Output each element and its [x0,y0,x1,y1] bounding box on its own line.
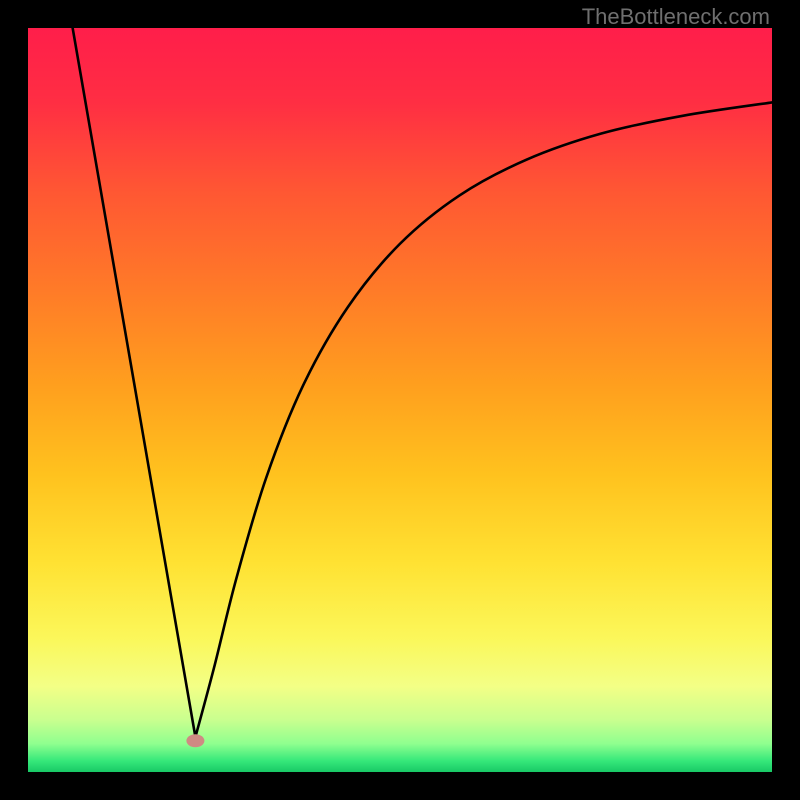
gradient-background-rect [28,28,772,772]
plot-area [28,28,772,772]
chart-svg [28,28,772,772]
minimum-marker [186,734,204,747]
chart-frame [28,28,772,772]
watermark-text: TheBottleneck.com [582,4,770,30]
